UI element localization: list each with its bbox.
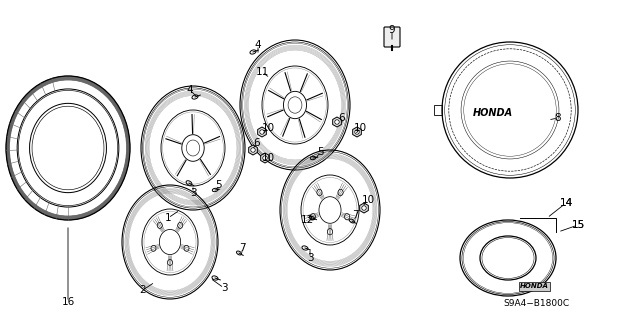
Text: 1: 1 [164,213,172,223]
Text: 15: 15 [572,220,584,230]
Text: HONDA: HONDA [520,284,549,290]
Circle shape [355,130,359,134]
Polygon shape [333,117,341,127]
Text: 10: 10 [261,153,275,163]
Ellipse shape [338,189,343,196]
Text: 4: 4 [255,40,261,50]
Text: 5: 5 [317,147,323,157]
Polygon shape [360,203,369,213]
Text: HONDA: HONDA [473,108,513,118]
Text: 12: 12 [300,215,314,225]
Text: 3: 3 [307,253,314,263]
Text: 10: 10 [362,195,374,205]
Text: 5: 5 [214,180,221,190]
Ellipse shape [157,222,163,228]
Text: 10: 10 [353,123,367,133]
Polygon shape [249,145,257,155]
Ellipse shape [344,213,349,220]
Circle shape [260,130,264,134]
Text: 16: 16 [61,297,75,307]
Ellipse shape [184,245,189,251]
Circle shape [335,120,339,124]
Text: 4: 4 [187,85,193,95]
Text: 14: 14 [559,198,573,208]
Polygon shape [353,127,362,137]
Text: 3: 3 [221,283,227,293]
Ellipse shape [151,245,156,251]
Text: S9A4−B1800C: S9A4−B1800C [504,299,570,308]
Text: 6: 6 [253,138,260,148]
Ellipse shape [317,189,322,196]
Text: 11: 11 [255,67,269,77]
Polygon shape [260,153,269,163]
Text: 2: 2 [140,285,147,295]
Text: 15: 15 [572,220,584,230]
Ellipse shape [310,213,316,220]
Text: 7: 7 [239,243,245,253]
Bar [434,105,442,115]
Polygon shape [258,127,266,137]
Ellipse shape [168,259,173,265]
Text: 14: 14 [559,198,573,208]
Text: 3: 3 [189,188,196,198]
Text: 8: 8 [555,113,561,123]
Circle shape [263,156,268,160]
Text: 10: 10 [261,123,275,133]
Ellipse shape [328,228,333,235]
FancyBboxPatch shape [384,27,400,47]
Text: 7: 7 [352,210,358,220]
Text: 9: 9 [388,25,396,35]
Circle shape [251,148,255,152]
Ellipse shape [178,222,183,228]
Circle shape [362,206,366,210]
Text: 6: 6 [339,113,346,123]
